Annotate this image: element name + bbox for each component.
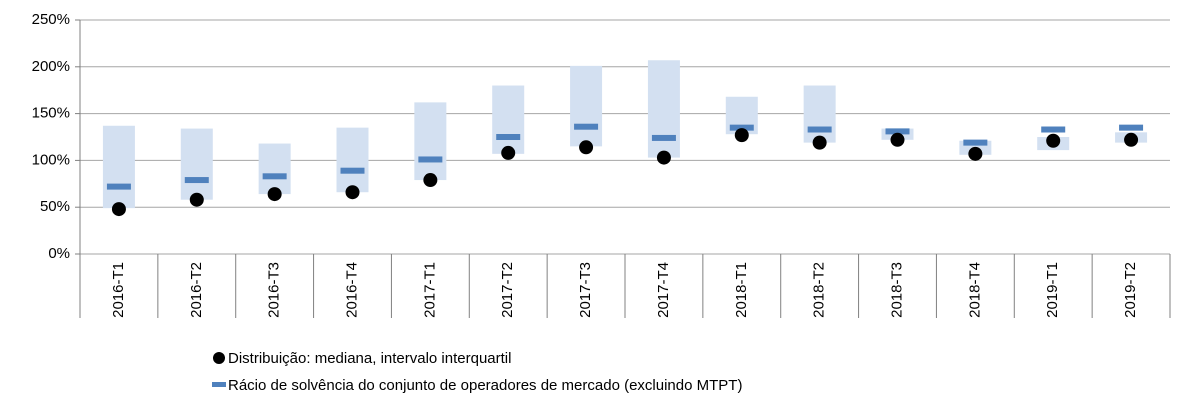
ratio-dash	[651, 134, 676, 141]
median-dot	[1046, 133, 1061, 148]
ratio-dash	[729, 124, 754, 131]
ratio-dash	[340, 167, 365, 174]
median-dot	[812, 135, 827, 150]
iqr-box	[803, 85, 836, 143]
y-tick-label: 150%	[32, 105, 70, 122]
median-dot	[968, 146, 983, 161]
x-tick-label: 2017-T3	[577, 262, 594, 318]
median-dot	[734, 128, 749, 143]
iqr-box	[336, 127, 369, 193]
legend-label: Rácio de solvência do conjunto de operad…	[228, 377, 742, 394]
y-tick-label: 100%	[32, 151, 70, 168]
median-dot	[890, 132, 905, 147]
ratio-dash	[1119, 124, 1144, 131]
median-dot	[656, 150, 671, 165]
y-tick-label: 50%	[40, 198, 70, 215]
legend-marker	[212, 382, 226, 387]
x-tick-label: 2018-T3	[888, 262, 905, 318]
iqr-box	[180, 128, 213, 200]
median-dot	[111, 202, 126, 217]
iqr-box	[414, 102, 447, 181]
median-dot	[345, 185, 360, 200]
ratio-dash	[496, 134, 521, 140]
iqr-box	[492, 85, 525, 154]
x-tick-label: 2017-T4	[655, 262, 672, 318]
x-tick-label: 2018-T4	[966, 262, 983, 318]
legend-label: Distribuição: mediana, intervalo interqu…	[228, 350, 511, 367]
ratio-dash	[807, 126, 832, 133]
x-tick-label: 2018-T1	[733, 262, 750, 318]
y-tick-label: 250%	[32, 11, 70, 28]
ratio-dash	[574, 123, 599, 130]
median-dot	[189, 192, 204, 207]
iqr-box	[647, 60, 680, 158]
x-tick-label: 2016-T2	[188, 262, 205, 318]
x-tick-label: 2016-T1	[110, 262, 127, 318]
legend-marker	[213, 352, 225, 364]
ratio-dash	[106, 183, 131, 190]
y-tick-label: 0%	[48, 245, 70, 262]
x-tick-label: 2017-T1	[421, 262, 438, 318]
ratio-dash	[885, 128, 910, 135]
x-tick-label: 2019-T2	[1122, 262, 1139, 318]
median-dot	[423, 173, 438, 188]
x-tick-label: 2018-T2	[811, 262, 828, 318]
ratio-dash	[963, 139, 988, 146]
median-dot	[267, 187, 282, 202]
median-dot	[501, 145, 516, 160]
iqr-box	[258, 143, 291, 195]
x-tick-label: 2016-T4	[343, 262, 360, 318]
iqr-box	[570, 65, 603, 147]
ratio-dash	[262, 173, 287, 180]
x-tick-label: 2017-T2	[499, 262, 516, 318]
iqr-box	[102, 125, 135, 209]
ratio-dash	[418, 156, 443, 163]
x-tick-label: 2019-T1	[1044, 262, 1061, 318]
y-tick-label: 200%	[32, 58, 70, 75]
x-tick-label: 2016-T3	[266, 262, 283, 318]
median-dot	[579, 140, 594, 155]
ratio-dash	[1041, 126, 1066, 133]
median-dot	[1124, 132, 1139, 147]
ratio-dash	[184, 177, 209, 184]
